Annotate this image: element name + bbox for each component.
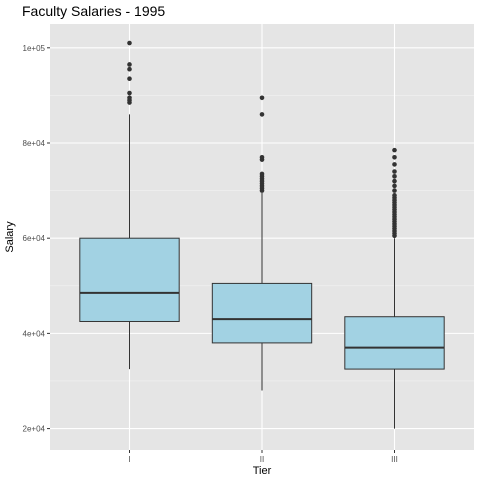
outlier-point [259,154,265,160]
box-body [79,237,180,322]
y-tick-label: 6e+04 [23,234,46,243]
outlier-point [259,171,265,177]
outlier-point [392,174,397,179]
y-axis-title: Salary [4,221,16,253]
outlier-point [392,169,397,174]
outlier-point [127,66,132,72]
outlier-point [392,193,397,198]
outlier-point [392,147,397,153]
outlier-point [392,183,397,189]
y-axis: 2e+04 4e+04 6e+04 8e+04 1e+05 [23,44,50,434]
x-axis-title: Tier [253,465,272,477]
outlier-point [127,40,132,46]
outlier-point [127,90,132,96]
outlier-point [392,178,397,184]
x-tick-label: I [128,455,130,464]
y-tick-label: 2e+04 [23,425,46,434]
box-body [344,316,445,370]
outlier-point [392,162,397,167]
y-tick-label: 4e+04 [23,329,46,338]
box-group [79,40,445,429]
box-I [79,40,180,370]
outlier-point [127,76,132,82]
outlier-point [392,188,397,193]
outlier-point [392,154,397,160]
x-tick-label: II [260,455,264,464]
outlier-point [259,95,265,101]
chart-title: Faculty Salaries - 1995 [22,3,165,19]
box-body [211,282,313,344]
outlier-point [127,62,132,67]
box-II [211,95,313,391]
outlier-point [259,112,265,117]
y-tick-label: 8e+04 [23,139,46,148]
outlier-point [127,95,132,101]
box-III [344,147,445,429]
x-tick-label: III [391,455,398,464]
x-axis: I II III [128,450,398,464]
y-tick-label: 1e+05 [23,44,46,53]
